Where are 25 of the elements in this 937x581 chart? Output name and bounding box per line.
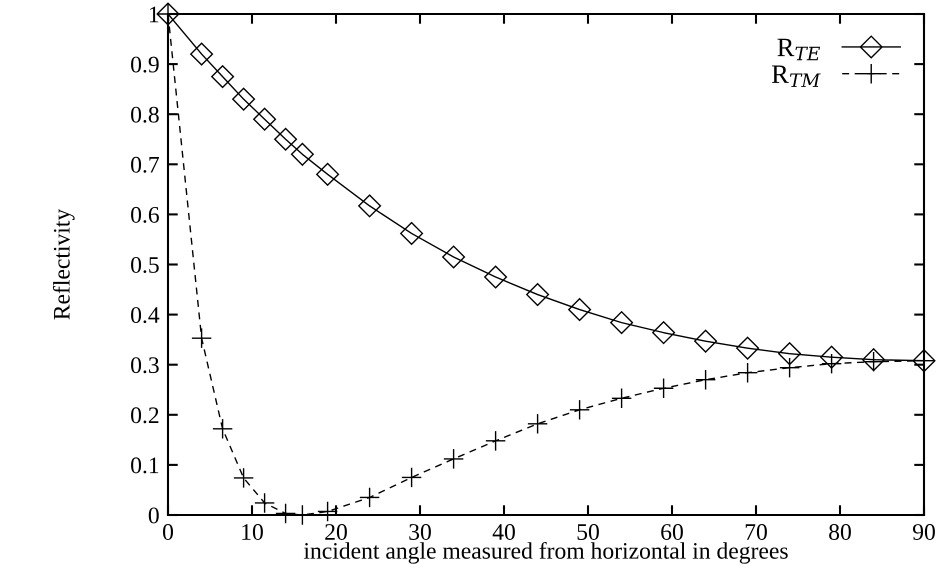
y-tick-label: 0.2 (131, 407, 158, 424)
x-tick-label: 60 (661, 524, 683, 540)
legend-label: R$_{TE}$ (778, 38, 820, 60)
y-tick-label: 0.5 (131, 256, 159, 274)
x-tick-label: 20 (325, 524, 347, 540)
y-tick-label: 0.3 (131, 357, 159, 374)
y-tick-label: 1 (150, 6, 158, 22)
x-tick-label: 10 (242, 524, 263, 540)
x-tick-label: 70 (746, 524, 767, 540)
y-axis-title: Reflectivity (52, 208, 75, 320)
y-tick-label: 0.8 (131, 106, 159, 123)
y-tick-label: 0.4 (131, 307, 160, 324)
y-tick-label: 0.9 (131, 56, 159, 73)
legend-label: R$_{TM}$ (772, 66, 821, 87)
x-tick-label: 90 (912, 524, 935, 540)
y-tick-label: 0 (148, 507, 159, 524)
x-axis-title: incident angle measured from horizontal in degrees (304, 542, 788, 564)
x-tick-label: 40 (492, 524, 515, 540)
x-tick-label: 0 (162, 524, 174, 540)
x-tick-label: 50 (578, 524, 599, 540)
y-tick-label: 0.7 (131, 156, 159, 173)
y-tick-label: 0.6 (131, 206, 159, 223)
x-tick-label: 30 (409, 524, 431, 540)
y-tick-label: 0.1 (131, 457, 158, 474)
x-tick-label: 80 (829, 524, 851, 540)
